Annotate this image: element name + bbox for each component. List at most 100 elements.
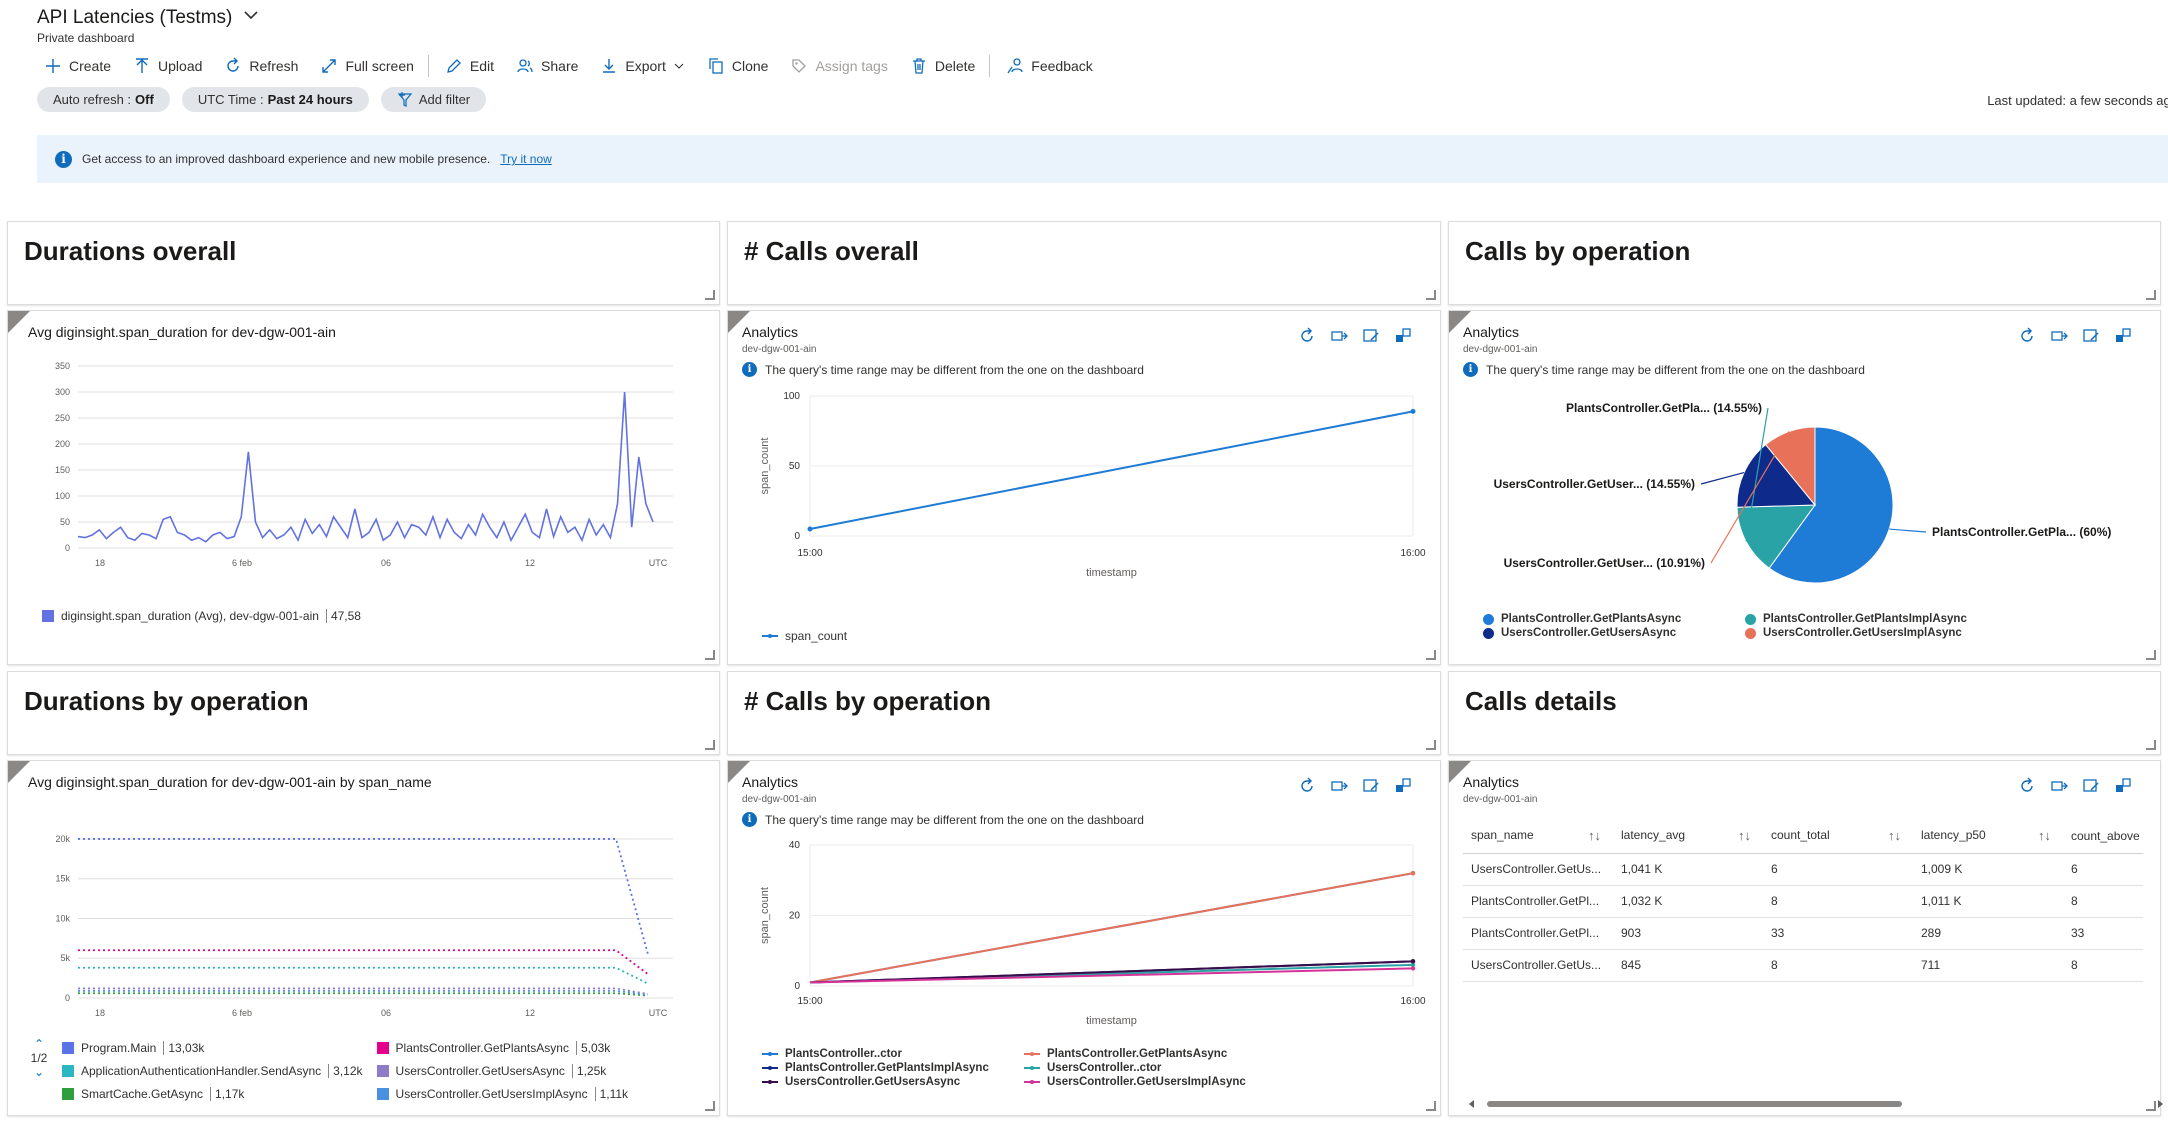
legend-line-swatch [1024,1052,1040,1056]
refresh-icon[interactable] [2018,327,2036,345]
open-in-logs-icon[interactable] [1330,777,1348,795]
legend-item[interactable]: UsersController..ctor [1024,1062,1286,1074]
column-header[interactable]: count_total ↑↓ [1763,819,1913,854]
legend-swatch [376,1065,389,1077]
resize-handle[interactable] [2146,740,2156,750]
resize-handle[interactable] [705,650,715,660]
legend-line-swatch [1024,1080,1040,1084]
calls-overall-chart: 0 50 100 15:00 16:00 timestamp span_count [759,391,1426,579]
chevron-down-icon[interactable] [242,6,260,29]
edit-query-icon[interactable] [1362,327,1380,345]
column-header[interactable]: latency_p50 ↑↓ [1913,819,2063,854]
legend-item[interactable]: UsersController.GetUsersAsync [762,1076,1024,1088]
legend-item[interactable]: span_count [762,629,847,643]
pin-icon[interactable] [2114,327,2132,345]
refresh-button[interactable]: Refresh [224,57,298,75]
tile-calls-by-operation-line[interactable]: Analytics dev-dgw-001-ain i The query's … [727,760,1441,1116]
legend-item[interactable]: PlantsController.GetPlantsAsync [1483,613,1745,625]
tile-calls-details-table[interactable]: Analytics dev-dgw-001-ain span_name ↑↓ la… [1448,760,2163,1116]
resize-handle[interactable] [1426,740,1436,750]
command-bar: Create Upload Refresh Full screen Edit S… [44,54,1115,78]
refresh-icon[interactable] [2018,777,2036,795]
y-tick-label: 100 [55,491,70,501]
x-tick-label: 16:00 [1400,548,1425,559]
y-tick-label: 0 [65,993,70,1003]
chevron-down-icon[interactable]: ⌄ [33,1065,45,1079]
legend-item[interactable]: UsersController.GetUsersAsync 1,25k [376,1064,629,1078]
resize-handle[interactable] [2146,650,2156,660]
legend-item[interactable]: SmartCache.GetAsync 1,17k [62,1087,363,1101]
legend-item[interactable]: Program.Main 13,03k [62,1041,363,1055]
legend-item[interactable]: PlantsController.GetPlantsAsync 5,03k [376,1041,629,1055]
legend-item[interactable]: ApplicationAuthenticationHandler.SendAsy… [62,1064,363,1078]
clone-button[interactable]: Clone [707,57,768,75]
open-in-logs-icon[interactable] [2050,327,2068,345]
edit-query-icon[interactable] [2082,327,2100,345]
resize-handle[interactable] [2146,1101,2156,1111]
legend-item[interactable]: PlantsController.GetPlantsImplAsync [1745,613,2007,625]
legend-item[interactable]: PlantsController..ctor [762,1048,1024,1060]
legend-item[interactable]: PlantsController.GetPlantsImplAsync [762,1062,1024,1074]
chevron-up-icon[interactable]: ⌃ [33,1037,45,1051]
share-button[interactable]: Share [516,57,578,75]
resize-handle[interactable] [705,1101,715,1111]
table-cell: 6 [1763,853,1913,886]
refresh-icon[interactable] [1298,327,1316,345]
edit-query-icon[interactable] [1362,777,1380,795]
pin-icon[interactable] [1394,327,1412,345]
series-line [78,987,649,995]
info-banner: i Get access to an improved dashboard ex… [37,135,2168,183]
refresh-icon[interactable] [1298,777,1316,795]
resize-handle[interactable] [705,740,715,750]
table-cell: 33 [1763,917,1913,950]
column-header[interactable]: count_above [2063,819,2143,854]
resize-handle[interactable] [1426,1101,1436,1111]
upload-icon [136,58,149,73]
assign-tags-button[interactable]: Assign tags [790,57,888,75]
resize-handle[interactable] [2146,290,2156,300]
table-row[interactable]: PlantsController.GetPl... 1,032 K 8 1,011 K… [1463,885,2143,918]
delete-button[interactable]: Delete [910,57,975,75]
legend-item[interactable]: PlantsController.GetPlantsAsync [1024,1048,1286,1060]
open-in-logs-icon[interactable] [1330,327,1348,345]
pin-icon[interactable] [1394,777,1412,795]
fullscreen-button[interactable]: Full screen [320,57,414,75]
horizontal-scrollbar[interactable] [1467,1099,2165,1109]
table-row[interactable]: PlantsController.GetPl... 903 33 289 33 [1463,917,2143,950]
create-button[interactable]: Create [44,57,111,75]
resize-handle[interactable] [1426,650,1436,660]
durations-overall-chart: 0 50 100 150 200 250 300 350 18 6 feb 06 12 UTC [55,361,673,568]
legend-item[interactable]: UsersController.GetUsersAsync [1483,627,1745,639]
filter-corner-icon [728,761,750,783]
column-header[interactable]: span_name ↑↓ [1463,819,1613,854]
legend-item[interactable]: UsersController.GetUsersImplAsync [1745,627,2007,639]
tile-title: Calls details [1465,686,1617,716]
time-range-pill[interactable]: UTC Time : Past 24 hours [181,87,369,112]
try-it-now-link[interactable]: Try it now [500,152,552,166]
export-button[interactable]: Export [600,57,684,75]
column-header[interactable]: latency_avg ↑↓ [1613,819,1763,854]
legend-item[interactable]: UsersController.GetUsersImplAsync [1024,1076,1286,1088]
auto-refresh-pill[interactable]: Auto refresh : Off [37,87,170,112]
edit-button[interactable]: Edit [445,57,494,75]
tile-durations-overall-chart[interactable]: Avg diginsight.span_duration for dev-dgw… [7,310,720,665]
legend-item[interactable]: diginsight.span_duration (Avg), dev-dgw-… [42,609,361,623]
tile-calls-overall-chart[interactable]: Analytics dev-dgw-001-ain i The query's … [727,310,1441,665]
series-line [78,966,649,985]
upload-button[interactable]: Upload [133,57,202,75]
x-tick-label: 06 [381,1008,391,1018]
add-filter-button[interactable]: Add filter [380,87,487,112]
tile-durations-by-operation-chart[interactable]: Avg diginsight.span_duration for dev-dgw… [7,760,720,1116]
table-row[interactable]: UsersController.GetUs... 845 8 711 8 [1463,949,2143,982]
resize-handle[interactable] [1426,290,1436,300]
open-in-logs-icon[interactable] [2050,777,2068,795]
legend-dot [1745,627,1756,639]
table-cell: PlantsController.GetPl... [1463,885,1613,918]
edit-query-icon[interactable] [2082,777,2100,795]
resize-handle[interactable] [705,290,715,300]
tile-calls-by-operation-pie[interactable]: Analytics dev-dgw-001-ain i The query's … [1448,310,2161,665]
pin-icon[interactable] [2114,777,2132,795]
feedback-button[interactable]: Feedback [1006,57,1093,75]
legend-item[interactable]: UsersController.GetUsersImplAsync 1,11k [376,1087,628,1101]
